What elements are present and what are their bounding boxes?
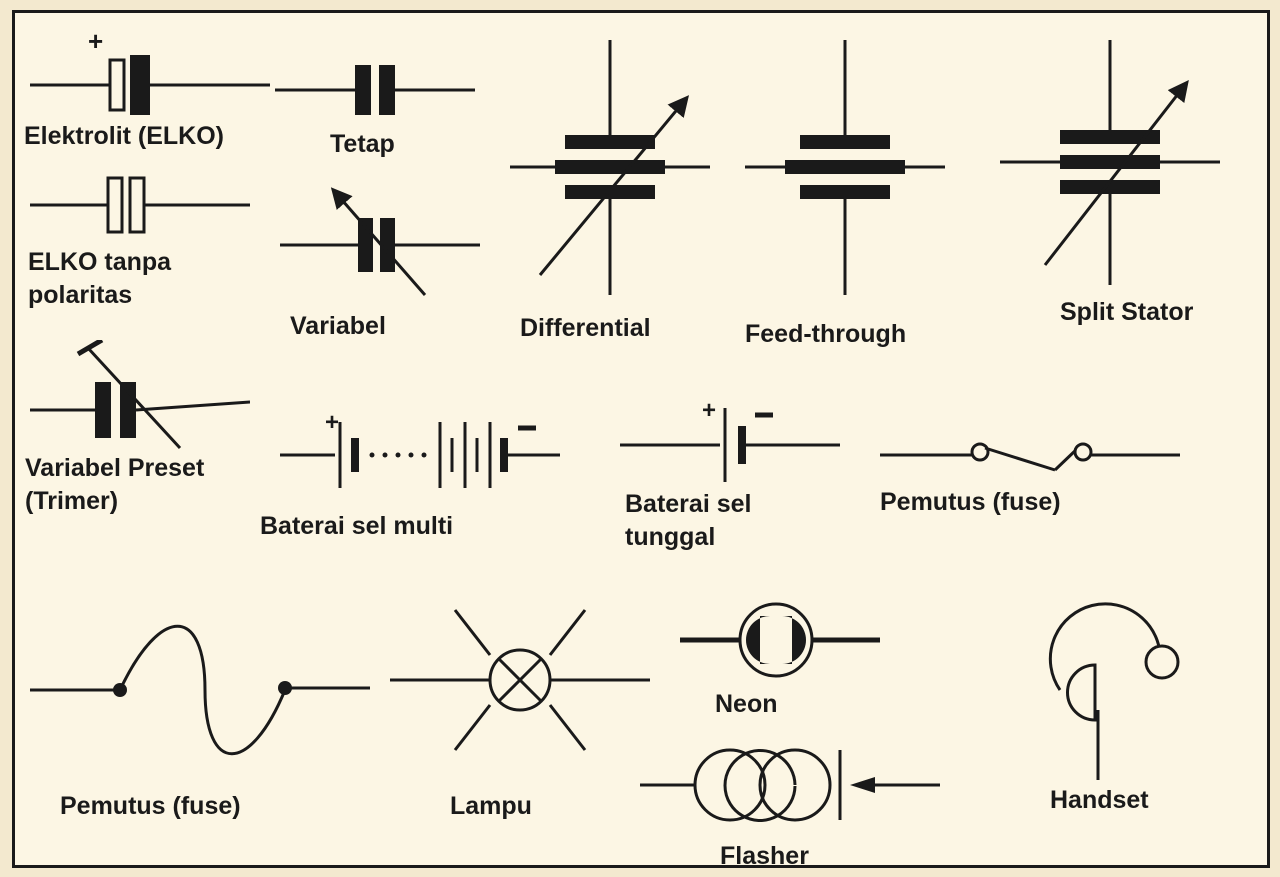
symbol-elko: +: [30, 25, 270, 115]
symbol-bat-tunggal: +: [620, 390, 840, 490]
symbol-neon: [680, 600, 880, 680]
symbol-feedthrough: [745, 40, 945, 300]
label-elko-nopolar: ELKO tanpa polaritas: [28, 246, 171, 311]
label-bat-tunggal: Baterai sel tunggal: [625, 488, 751, 553]
label-elko: Elektrolit (ELKO): [24, 120, 224, 153]
label-handset: Handset: [1050, 784, 1149, 817]
svg-text:+: +: [325, 409, 339, 436]
label-splitstator: Split Stator: [1060, 296, 1193, 329]
svg-text:+: +: [88, 26, 103, 56]
label-fuse-switch: Pemutus (fuse): [880, 486, 1061, 519]
symbol-fuse-switch: [880, 420, 1180, 480]
symbol-variabel: [280, 180, 480, 300]
symbol-bat-multi: +: [280, 400, 560, 500]
symbol-lampu: [390, 580, 650, 780]
symbol-differential: [510, 40, 710, 300]
label-lampu: Lampu: [450, 790, 532, 823]
svg-text:+: +: [702, 397, 716, 424]
page: + + +: [0, 0, 1280, 877]
label-feedthrough: Feed-through: [745, 318, 906, 351]
symbol-trimer: [30, 340, 250, 450]
label-bat-multi: Baterai sel multi: [260, 510, 453, 543]
label-differential: Differential: [520, 312, 651, 345]
symbol-fuse-wave: [30, 600, 370, 760]
symbol-splitstator: [1000, 40, 1220, 290]
symbol-flasher: [640, 730, 940, 840]
label-trimer: Variabel Preset (Trimer): [25, 452, 204, 517]
label-flasher: Flasher: [720, 840, 809, 873]
symbol-elko-nopolar: [30, 170, 250, 240]
label-tetap: Tetap: [330, 128, 395, 161]
label-variabel: Variabel: [290, 310, 386, 343]
symbol-tetap: [275, 60, 475, 120]
label-neon: Neon: [715, 688, 778, 721]
label-fuse-wave: Pemutus (fuse): [60, 790, 241, 823]
symbol-handset: [1000, 570, 1210, 780]
